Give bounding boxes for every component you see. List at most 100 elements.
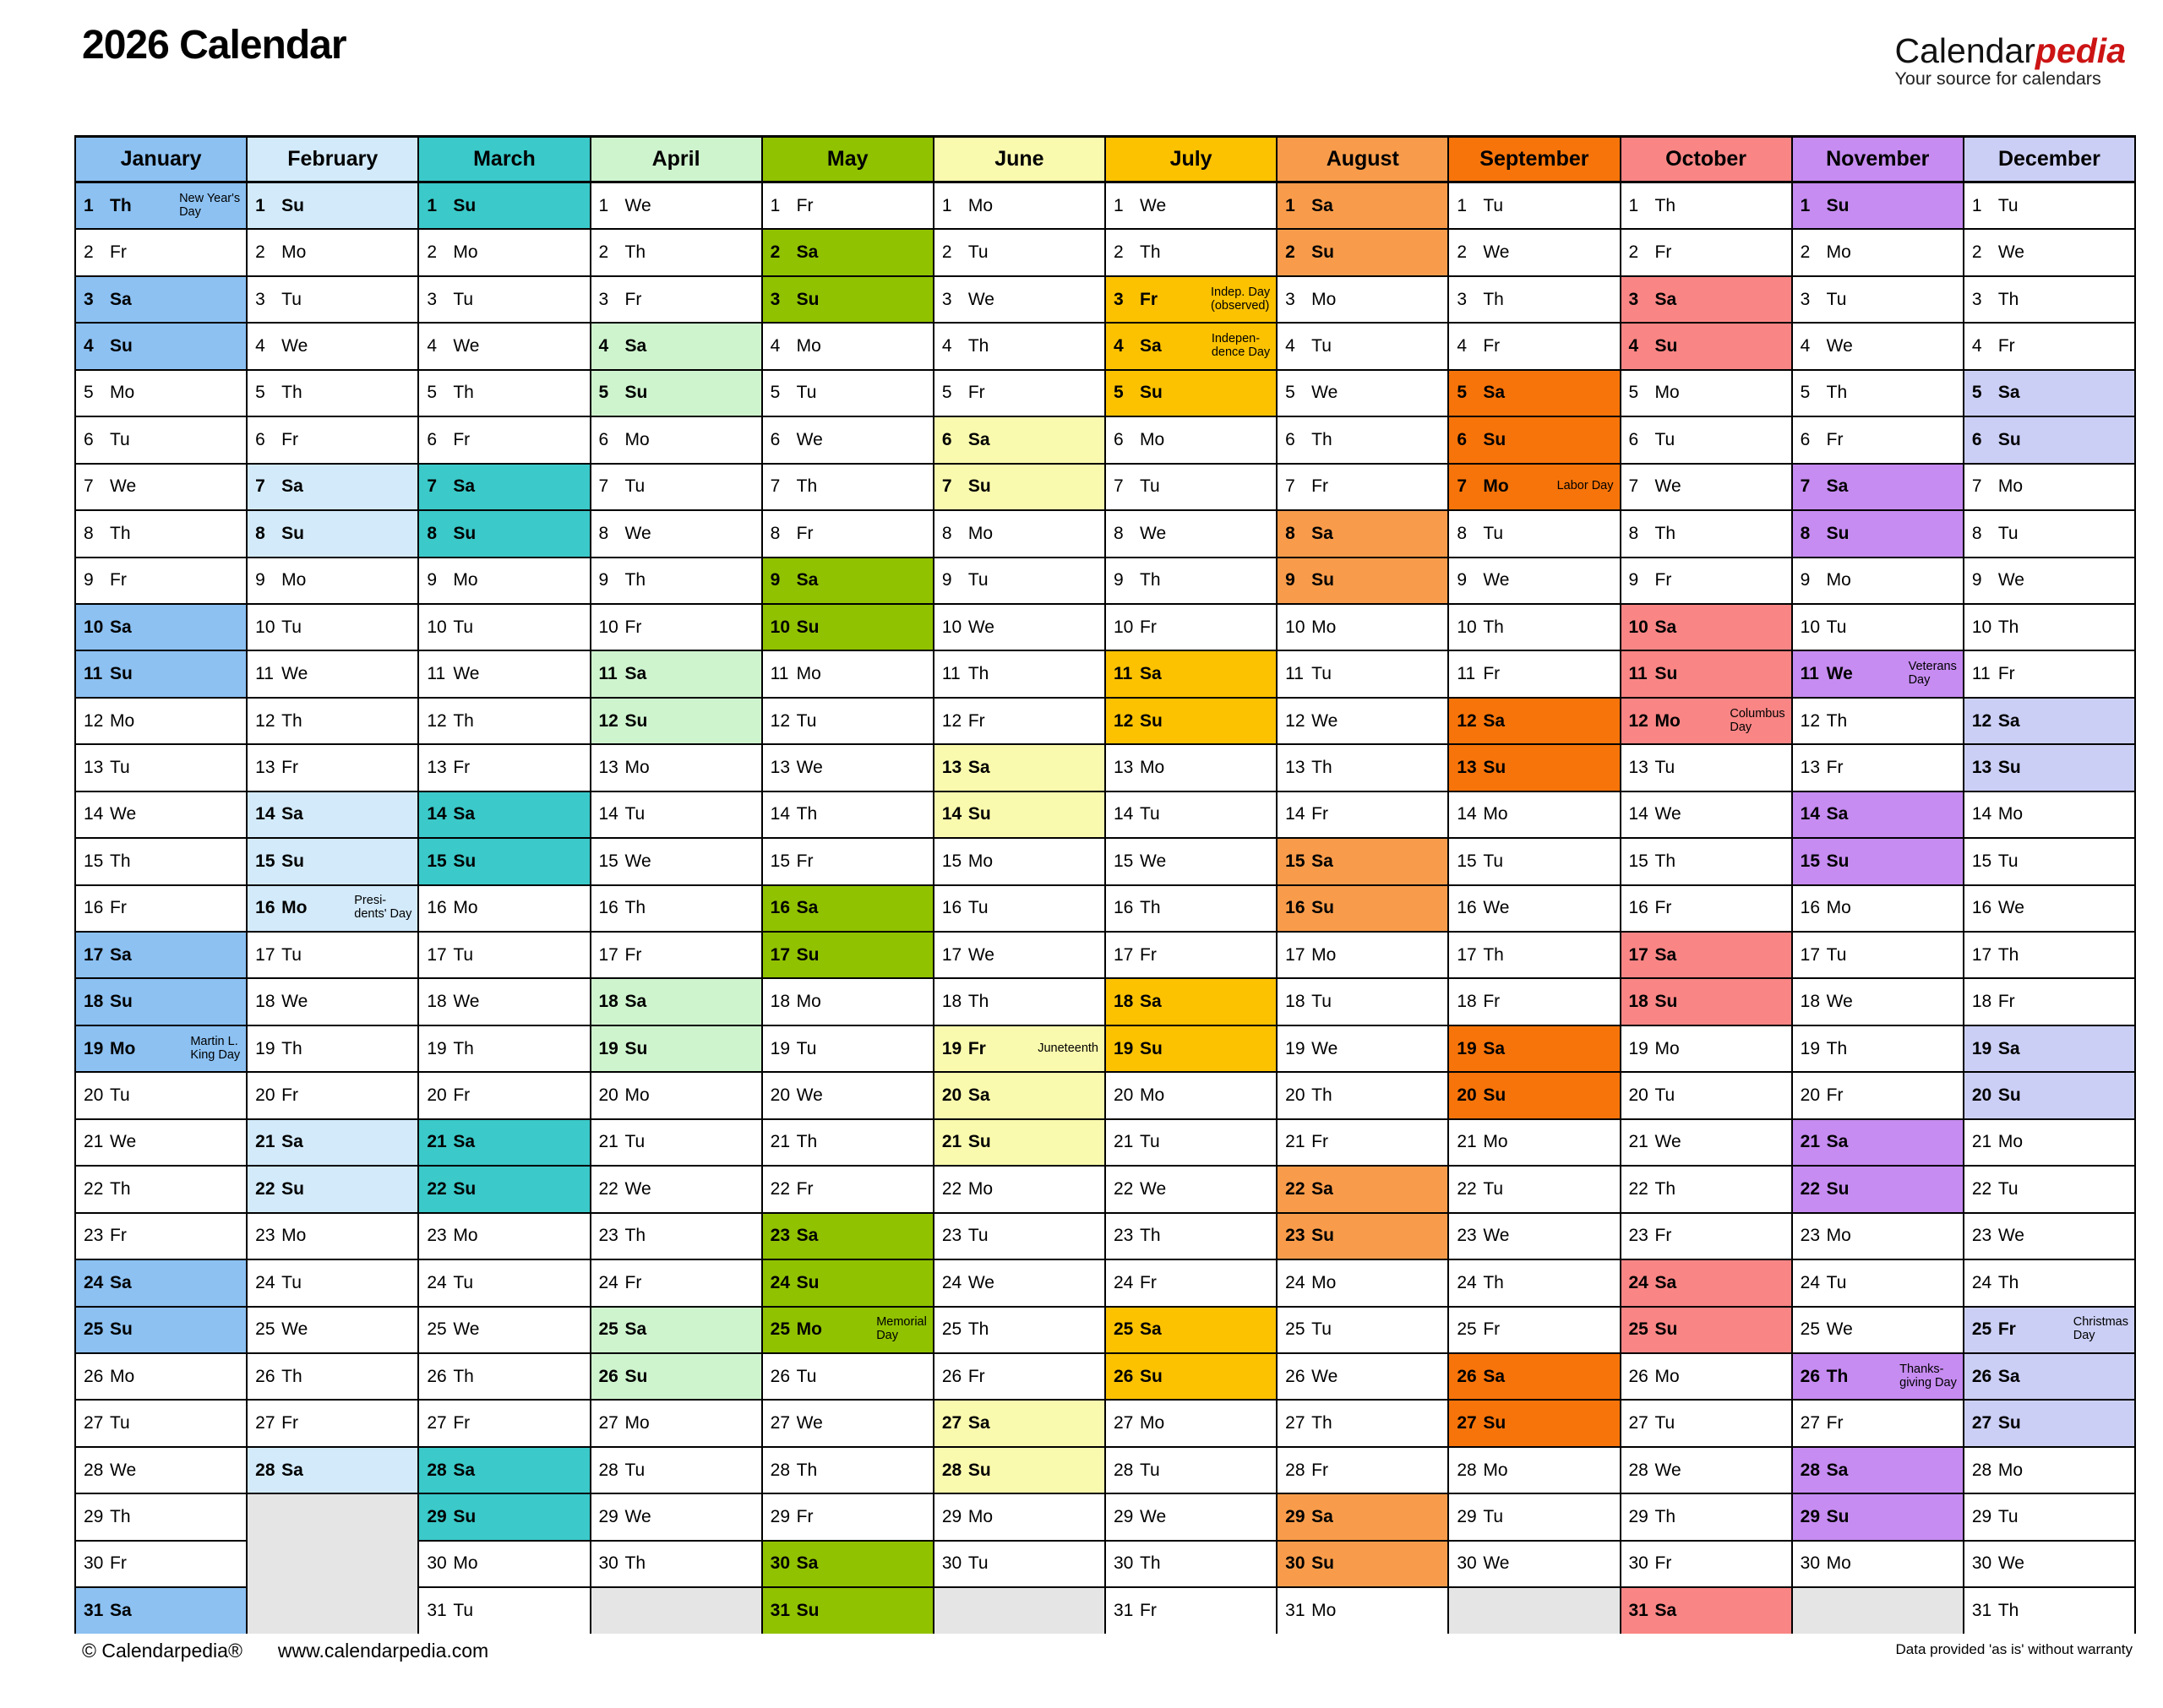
- day-number: 29: [1628, 1506, 1648, 1526]
- day-cell: 22 Fr: [762, 1165, 933, 1212]
- day-cell: 25 Mo Memorial Day: [762, 1305, 933, 1352]
- day-number: 19: [941, 1038, 962, 1058]
- day-number: 1: [1971, 195, 1982, 215]
- day-cell: 28 Tu: [1106, 1445, 1277, 1493]
- day-number: 12: [1114, 710, 1134, 731]
- weekday-label: Mo: [796, 1319, 822, 1340]
- day-cell: 30 Su: [1278, 1539, 1448, 1587]
- day-cell: 12 Sa: [1964, 696, 2134, 744]
- day-number: 15: [1285, 851, 1305, 871]
- day-number: 18: [1628, 992, 1648, 1012]
- day-cell: 26 Fr: [934, 1352, 1104, 1400]
- day-cell: 29 Th: [76, 1493, 247, 1540]
- weekday-label: We: [624, 1178, 651, 1199]
- weekday-label: Th: [1140, 1553, 1161, 1574]
- day-cell: 13 Su: [1449, 743, 1620, 791]
- weekday-label: Mo: [1826, 1226, 1851, 1246]
- day-cell: 10 Su: [762, 602, 933, 650]
- day-number: 21: [1285, 1132, 1305, 1152]
- day-cell: 11 We Veterans Day: [1792, 650, 1963, 697]
- weekday-label: Tu: [1311, 1319, 1332, 1340]
- day-number: 10: [1971, 617, 1992, 637]
- weekday-label: Sa: [1140, 336, 1162, 356]
- day-number: 28: [84, 1460, 104, 1480]
- weekday-label: We: [453, 1319, 480, 1340]
- logo-tagline: Your source for calendars: [1894, 68, 2101, 89]
- day-number: 2: [598, 242, 609, 263]
- day-cell: 20 Su: [1964, 1071, 2134, 1118]
- day-cell: 20 Fr: [419, 1071, 590, 1118]
- weekday-label: Mo: [453, 242, 478, 263]
- day-number: 25: [84, 1319, 104, 1340]
- holiday-label: Memorial Day: [876, 1315, 927, 1343]
- weekday-label: Fr: [1140, 289, 1158, 309]
- day-cell: 9 Sa: [762, 556, 933, 603]
- day-cell: 18 We: [248, 977, 418, 1025]
- weekday-label: Tu: [624, 1460, 646, 1480]
- weekday-label: Su: [1140, 1366, 1163, 1386]
- weekday-label: Th: [281, 1038, 302, 1058]
- day-cell: 25 Fr: [1449, 1305, 1620, 1352]
- day-cell: 3 Th: [1964, 275, 2134, 323]
- day-cell: 17 We: [934, 931, 1104, 978]
- day-cell: 1 Su: [248, 182, 418, 229]
- day-cell: 13 Su: [1964, 743, 2134, 791]
- weekday-label: Th: [281, 710, 302, 731]
- day-number: 17: [770, 944, 791, 965]
- day-number: 21: [1457, 1132, 1477, 1152]
- day-number: 8: [1285, 523, 1295, 543]
- day-number: 18: [598, 992, 618, 1012]
- weekday-label: We: [1483, 1553, 1510, 1574]
- weekday-label: Sa: [110, 1600, 132, 1620]
- weekday-label: Tu: [281, 1272, 302, 1292]
- weekday-label: Mo: [1483, 1132, 1508, 1152]
- weekday-label: Su: [110, 1319, 133, 1340]
- day-cell: 27 Fr: [1792, 1399, 1963, 1446]
- day-cell: 14 We: [76, 790, 247, 838]
- weekday-label: Su: [453, 851, 477, 871]
- day-cell: 25 Su: [1621, 1305, 1791, 1352]
- day-cell: 22 Th: [76, 1165, 247, 1212]
- day-cell: 21 Mo: [1449, 1118, 1620, 1166]
- weekday-label: Th: [1997, 289, 2019, 309]
- weekday-label: Th: [1483, 944, 1504, 965]
- day-number: 8: [1457, 523, 1468, 543]
- day-cell: 8 Mo: [934, 509, 1104, 557]
- footer-url[interactable]: www.calendarpedia.com: [277, 1640, 489, 1662]
- day-number: 18: [1800, 992, 1821, 1012]
- day-cell: 24 Th: [1449, 1259, 1620, 1306]
- day-cell: 3 Tu: [419, 275, 590, 323]
- weekday-label: Tu: [624, 1132, 646, 1152]
- weekday-label: Th: [453, 383, 474, 403]
- weekday-label: Tu: [624, 804, 646, 824]
- day-number: 7: [255, 476, 265, 497]
- weekday-label: Sa: [967, 1413, 990, 1433]
- day-number: 19: [1457, 1038, 1477, 1058]
- day-number: 18: [941, 992, 962, 1012]
- day-number: 16: [427, 898, 447, 918]
- weekday-label: Fr: [110, 1226, 127, 1246]
- day-cell: 2 We: [1449, 228, 1620, 275]
- weekday-label: Sa: [110, 289, 132, 309]
- day-number: 9: [770, 570, 781, 590]
- weekday-label: Tu: [1997, 1506, 2019, 1526]
- day-number: 6: [255, 429, 265, 449]
- day-cell: 2 Th: [1106, 228, 1277, 275]
- weekday-label: Mo: [967, 523, 994, 543]
- day-cell: 7 Sa: [248, 462, 418, 510]
- day-number: 30: [598, 1553, 618, 1574]
- day-cell: 17 Th: [1964, 931, 2134, 978]
- weekday-label: Mo: [1997, 1460, 2024, 1480]
- day-number: 22: [1457, 1178, 1477, 1199]
- weekday-label: Su: [1311, 1553, 1334, 1574]
- day-cell: 11 Tu: [1278, 650, 1448, 697]
- day-cell: 7 Th: [762, 462, 933, 510]
- day-cell: 18 We: [1792, 977, 1963, 1025]
- day-cell: 5 Th: [1792, 368, 1963, 416]
- weekday-label: We: [1654, 476, 1681, 497]
- weekday-label: We: [1826, 1319, 1853, 1340]
- empty-cells: [591, 1586, 761, 1634]
- day-number: 9: [427, 570, 438, 590]
- day-number: 14: [1628, 804, 1648, 824]
- day-cell: 20 Su: [1449, 1071, 1620, 1118]
